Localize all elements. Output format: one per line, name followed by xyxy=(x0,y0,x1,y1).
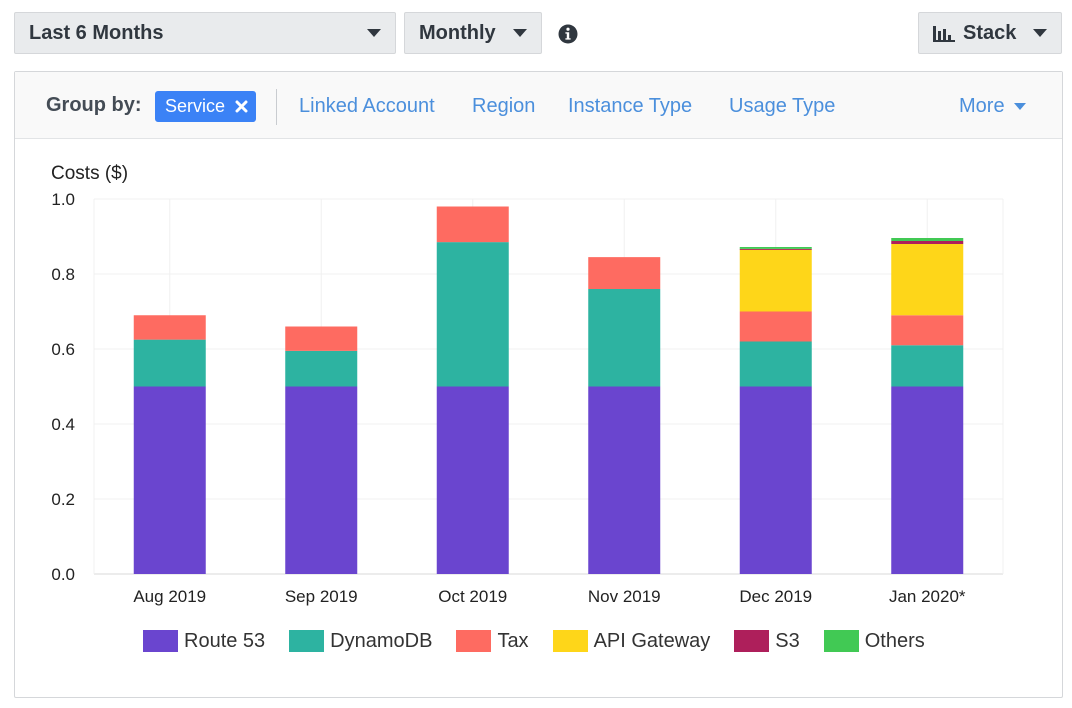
bar-segment xyxy=(588,289,661,387)
granularity-dropdown[interactable]: Monthly xyxy=(404,12,542,54)
chevron-down-icon xyxy=(1033,29,1047,37)
bar-segment xyxy=(739,249,812,312)
info-icon[interactable] xyxy=(558,24,578,44)
legend-item[interactable]: Route 53 xyxy=(143,630,265,653)
legend-swatch xyxy=(289,630,325,652)
bar-segment xyxy=(739,248,812,250)
legend-item[interactable]: S3 xyxy=(734,629,800,653)
bar-segment xyxy=(436,206,509,243)
bar-segment xyxy=(739,247,812,249)
legend-swatch xyxy=(143,630,178,652)
chevron-down-icon xyxy=(513,29,527,37)
x-tick-label: Aug 2019 xyxy=(133,587,206,606)
bar-segment xyxy=(133,339,206,387)
legend-item[interactable]: Others xyxy=(823,629,925,653)
y-tick-label: 0.4 xyxy=(51,415,75,434)
bar-segment xyxy=(133,386,206,574)
granularity-label: Monthly xyxy=(419,21,496,44)
chart-style-label: Stack xyxy=(963,21,1017,44)
y-tick-label: 0.0 xyxy=(51,565,75,584)
legend-swatch xyxy=(456,630,492,652)
bar-segment xyxy=(891,345,964,387)
x-tick-label: Nov 2019 xyxy=(588,587,661,606)
bar-segment xyxy=(891,386,964,574)
legend-label: Tax xyxy=(497,629,529,652)
group-by-label: Group by: xyxy=(46,94,142,116)
bar-segment xyxy=(739,311,812,342)
legend-swatch xyxy=(552,630,588,652)
bar-segment xyxy=(891,244,964,316)
bar-segment xyxy=(739,341,812,387)
legend-label: Route 53 xyxy=(184,629,266,652)
legend-label: Others xyxy=(864,629,925,652)
legend-label: DynamoDB xyxy=(330,629,433,652)
more-dropdown[interactable]: More xyxy=(959,95,1026,118)
legend-item[interactable]: Tax xyxy=(456,629,529,653)
x-tick-label: Sep 2019 xyxy=(285,587,358,606)
group-by-bar: Group by: Service Linked Account Region … xyxy=(15,72,1062,139)
group-by-usage-type[interactable]: Usage Type xyxy=(729,95,836,117)
bar-segment xyxy=(436,242,509,387)
bar-chart-icon xyxy=(933,26,955,42)
chevron-down-icon xyxy=(1013,103,1026,110)
y-axis-title: Costs ($) xyxy=(51,163,128,184)
cost-explorer-panel: Group by: Service Linked Account Region … xyxy=(14,71,1063,698)
legend-item[interactable]: API Gateway xyxy=(552,629,711,653)
bar-segment xyxy=(285,386,358,574)
y-tick-label: 0.6 xyxy=(51,340,75,359)
date-range-label: Last 6 Months xyxy=(29,21,164,44)
chevron-down-icon xyxy=(367,29,381,37)
bar-segment xyxy=(436,386,509,574)
x-tick-label: Jan 2020* xyxy=(889,587,966,606)
divider xyxy=(276,89,277,125)
y-tick-label: 0.8 xyxy=(51,265,75,284)
close-icon[interactable] xyxy=(235,100,248,113)
chip-label: Service xyxy=(165,96,226,116)
bar-segment xyxy=(285,326,358,351)
group-by-region[interactable]: Region xyxy=(472,95,536,117)
bar-segment xyxy=(285,350,358,387)
bar-segment xyxy=(891,315,964,346)
date-range-dropdown[interactable]: Last 6 Months xyxy=(14,12,396,54)
legend-item[interactable]: DynamoDB xyxy=(289,630,432,653)
cost-chart: Costs ($) 0.0 0.2 0.4 0.6 0.8 1.0 Aug 2019 Sep 2… xyxy=(51,163,1004,606)
legend-label: S3 xyxy=(775,629,800,652)
bar-segment xyxy=(133,315,206,340)
y-tick-label: 1.0 xyxy=(51,190,75,209)
bar-segment xyxy=(588,386,661,574)
bar-segment xyxy=(588,257,661,289)
group-by-linked-account[interactable]: Linked Account xyxy=(299,95,435,117)
chart-style-dropdown[interactable]: Stack xyxy=(918,12,1062,54)
x-tick-label: Dec 2019 xyxy=(739,587,812,606)
y-tick-label: 0.2 xyxy=(51,490,75,509)
bar-segment xyxy=(891,241,964,244)
legend-label: API Gateway xyxy=(593,629,711,652)
more-label: More xyxy=(959,95,1005,117)
bar-segment xyxy=(739,386,812,574)
bar-segment xyxy=(891,238,964,241)
chart-legend: Route 53 DynamoDB Tax API Gateway S3 Oth… xyxy=(143,630,925,652)
group-by-instance-type[interactable]: Instance Type xyxy=(568,95,693,117)
legend-swatch xyxy=(734,630,770,652)
group-by-service-chip[interactable]: Service xyxy=(155,91,256,122)
legend-swatch xyxy=(823,630,859,652)
x-tick-label: Oct 2019 xyxy=(438,587,507,606)
